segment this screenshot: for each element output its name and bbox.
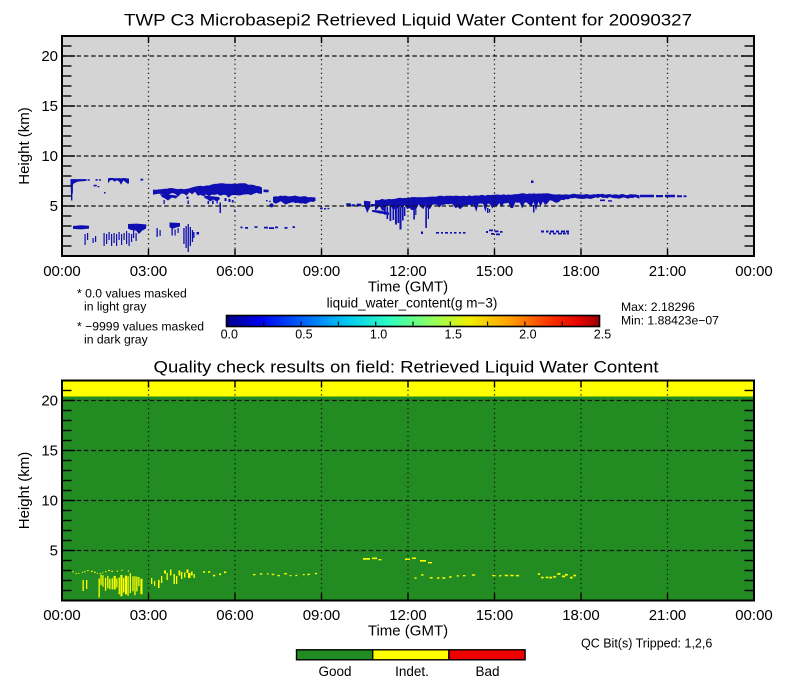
svg-text:5: 5 bbox=[50, 198, 58, 215]
svg-text:Quality check results on field: Quality check results on field: Retrieve… bbox=[154, 358, 659, 377]
svg-text:1.5: 1.5 bbox=[445, 328, 462, 342]
svg-text:2.5: 2.5 bbox=[594, 328, 611, 342]
svg-text:12:00: 12:00 bbox=[389, 607, 427, 624]
svg-text:06:00: 06:00 bbox=[216, 263, 254, 280]
svg-text:Indet.: Indet. bbox=[395, 664, 429, 679]
svg-text:TWP C3 Microbasepi2 Retrieved: TWP C3 Microbasepi2 Retrieved Liquid Wat… bbox=[124, 11, 692, 30]
svg-text:Min: 1.88423e−07: Min: 1.88423e−07 bbox=[621, 314, 719, 328]
svg-text:* −9999 values masked: * −9999 values masked bbox=[77, 320, 204, 334]
svg-text:03:00: 03:00 bbox=[130, 263, 168, 280]
svg-text:Height (km): Height (km) bbox=[16, 107, 33, 185]
svg-text:20: 20 bbox=[41, 393, 58, 410]
svg-text:00:00: 00:00 bbox=[735, 263, 773, 280]
svg-text:00:00: 00:00 bbox=[43, 607, 81, 624]
svg-text:00:00: 00:00 bbox=[735, 607, 773, 624]
svg-text:21:00: 21:00 bbox=[649, 263, 687, 280]
svg-text:2.0: 2.0 bbox=[519, 328, 536, 342]
svg-text:Height (km): Height (km) bbox=[16, 452, 33, 530]
svg-text:15: 15 bbox=[41, 443, 58, 460]
svg-text:10: 10 bbox=[41, 148, 58, 165]
svg-text:in dark gray: in dark gray bbox=[84, 333, 149, 347]
svg-text:0.0: 0.0 bbox=[221, 328, 238, 342]
svg-text:Time (GMT): Time (GMT) bbox=[368, 623, 448, 640]
svg-text:1.0: 1.0 bbox=[370, 328, 387, 342]
svg-text:03:00: 03:00 bbox=[130, 607, 168, 624]
svg-text:QC Bit(s) Tripped: 1,2,6: QC Bit(s) Tripped: 1,2,6 bbox=[581, 637, 712, 651]
svg-text:15:00: 15:00 bbox=[476, 607, 514, 624]
svg-text:15:00: 15:00 bbox=[476, 263, 514, 280]
svg-text:09:00: 09:00 bbox=[303, 263, 341, 280]
svg-text:Max: 2.18296: Max: 2.18296 bbox=[621, 300, 695, 314]
svg-text:18:00: 18:00 bbox=[562, 607, 600, 624]
svg-text:liquid_water_content(g m−3): liquid_water_content(g m−3) bbox=[327, 296, 498, 311]
svg-text:Bad: Bad bbox=[475, 664, 499, 679]
svg-text:21:00: 21:00 bbox=[649, 607, 687, 624]
svg-text:20: 20 bbox=[41, 48, 58, 65]
svg-text:06:00: 06:00 bbox=[216, 607, 254, 624]
svg-text:in light gray: in light gray bbox=[84, 300, 147, 314]
svg-text:18:00: 18:00 bbox=[562, 263, 600, 280]
svg-text:10: 10 bbox=[41, 493, 58, 510]
svg-text:09:00: 09:00 bbox=[303, 607, 341, 624]
svg-text:* 0.0 values masked: * 0.0 values masked bbox=[77, 287, 187, 301]
svg-text:Time (GMT): Time (GMT) bbox=[368, 279, 448, 296]
svg-text:5: 5 bbox=[50, 543, 58, 560]
svg-text:00:00: 00:00 bbox=[43, 263, 81, 280]
svg-text:0.5: 0.5 bbox=[295, 328, 312, 342]
svg-text:12:00: 12:00 bbox=[389, 263, 427, 280]
svg-text:15: 15 bbox=[41, 98, 58, 115]
svg-text:Good: Good bbox=[318, 664, 351, 679]
